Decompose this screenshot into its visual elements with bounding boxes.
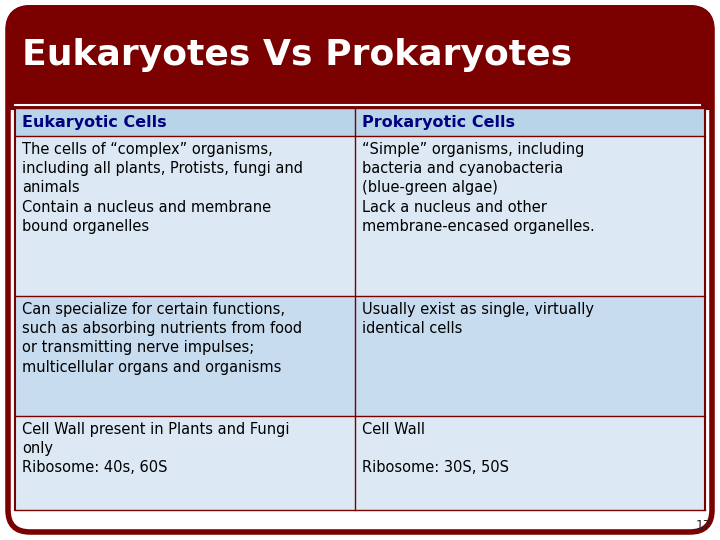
Text: Usually exist as single, virtually
identical cells: Usually exist as single, virtually ident… [362,302,594,336]
Text: Cell Wall present in Plants and Fungi
only
Ribosome: 40s, 60S: Cell Wall present in Plants and Fungi on… [22,422,289,475]
Bar [15,136,355,296]
Bar [15,296,355,416]
Bar [15,416,355,510]
FancyBboxPatch shape [8,5,712,110]
Bar [15,108,705,510]
Text: Prokaryotic Cells: Prokaryotic Cells [362,114,515,130]
Bar [15,108,705,136]
Text: The cells of “complex” organisms,
including all plants, Protists, fungi and
anim: The cells of “complex” organisms, includ… [22,142,303,234]
Text: 17: 17 [696,519,712,532]
Text: Eukaryotic Cells: Eukaryotic Cells [22,114,166,130]
Text: Eukaryotes Vs Prokaryotes: Eukaryotes Vs Prokaryotes [22,38,572,72]
Text: “Simple” organisms, including
bacteria and cyanobacteria
(blue-green algae)
Lack: “Simple” organisms, including bacteria a… [362,142,595,234]
Bar [355,416,705,510]
Bar [355,296,705,416]
Bar [355,136,705,296]
Bar [8,88,712,110]
Text: Cell Wall

Ribosome: 30S, 50S: Cell Wall Ribosome: 30S, 50S [362,422,509,475]
FancyBboxPatch shape [8,8,712,532]
Text: Can specialize for certain functions,
such as absorbing nutrients from food
or t: Can specialize for certain functions, su… [22,302,302,375]
